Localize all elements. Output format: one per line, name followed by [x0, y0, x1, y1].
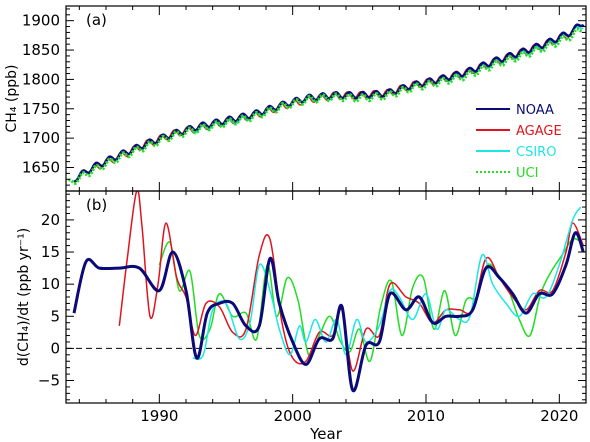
- panel-b-frame: [65, 190, 587, 404]
- y-tick-label: 20: [41, 211, 60, 229]
- panel-b-plot-area: [66, 191, 586, 392]
- x-tick-label: 2010: [407, 407, 445, 425]
- x-tick-label: 1990: [140, 407, 178, 425]
- panel-b-label: (b): [86, 196, 107, 214]
- y-tick-label: 10: [41, 275, 60, 293]
- series-csiro-line: [192, 206, 582, 360]
- panel-b-y-axis-label: d(CH₄)/dt (ppb yr⁻¹): [16, 228, 32, 366]
- legend-label-csiro: CSIRO: [516, 145, 556, 160]
- y-tick-label: 15: [41, 243, 60, 261]
- y-tick-label: −5: [38, 372, 60, 390]
- panel-b-ticks: −5 0 5 10 15 20 1990 2000 2010 2020: [38, 191, 587, 425]
- legend-label-agage: AGAGE: [516, 124, 562, 139]
- panel-b-growth-rate: −5 0 5 10 15 20 1990 2000 2010 2020 (b) d(CH₄)/dt…: [16, 190, 587, 442]
- legend-item-noaa: NOAA: [476, 103, 554, 118]
- y-tick-label: 1700: [22, 129, 60, 147]
- series-agage-line: [118, 191, 584, 372]
- panel-a-label: (a): [86, 11, 107, 29]
- panel-a-ticks: 1650 1700 1750 1800 1850 1900: [22, 6, 587, 192]
- panel-a-growth-concentration: 1650 1700 1750 1800 1850 1900 (a) CH₄ (ppb) N…: [4, 5, 587, 192]
- legend-item-csiro: CSIRO: [476, 145, 556, 160]
- x-axis-label: Year: [309, 425, 343, 442]
- legend-label-uci: UCI: [516, 166, 538, 181]
- series-noaa-line: [72, 231, 585, 392]
- y-tick-label: 5: [50, 307, 60, 325]
- panel-a-plot-area: [67, 23, 585, 185]
- legend: NOAA AGAGE CSIRO UCI: [476, 103, 562, 181]
- legend-item-agage: AGAGE: [476, 124, 562, 139]
- series-noaa-line: [73, 23, 585, 183]
- y-tick-label: 1800: [22, 70, 60, 88]
- panel-a-y-axis-label: CH₄ (ppb): [4, 65, 20, 133]
- x-tick-label: 2020: [540, 407, 578, 425]
- y-tick-label: 1850: [22, 41, 60, 59]
- y-tick-label: 1750: [22, 100, 60, 118]
- legend-label-noaa: NOAA: [516, 103, 554, 118]
- series-uci-line: [67, 27, 584, 185]
- x-tick-label: 2000: [274, 407, 312, 425]
- legend-item-uci: UCI: [476, 166, 538, 181]
- y-tick-label: 1650: [22, 159, 60, 177]
- y-tick-label: 0: [50, 339, 60, 357]
- y-tick-label: 1900: [22, 12, 60, 30]
